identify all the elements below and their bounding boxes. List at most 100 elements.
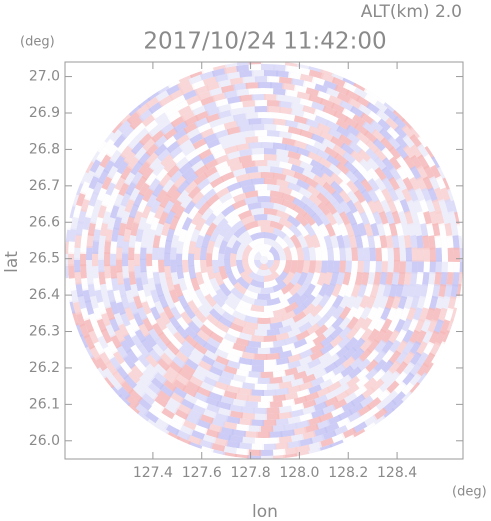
echo-cell xyxy=(386,199,398,215)
echo-cell xyxy=(287,126,303,136)
echo-cell xyxy=(334,153,349,166)
echo-cell xyxy=(204,428,220,439)
echo-cell xyxy=(88,191,99,207)
echo-cell xyxy=(79,333,89,348)
echo-cell xyxy=(188,154,203,167)
echo-cell xyxy=(266,328,280,336)
echo-cell xyxy=(381,349,395,365)
echo-cell xyxy=(295,363,310,374)
echo-cell xyxy=(98,270,106,285)
echo-cell xyxy=(220,139,236,150)
echo-cell xyxy=(318,212,331,227)
echo-cell xyxy=(441,330,450,345)
echo-cell xyxy=(186,299,200,314)
echo-cell xyxy=(414,318,425,334)
echo-cell xyxy=(266,251,275,261)
echo-cell xyxy=(209,176,225,189)
echo-cell xyxy=(392,381,407,396)
echo-cell xyxy=(403,272,412,287)
echo-cell xyxy=(240,436,255,444)
echo-cell xyxy=(165,183,179,199)
echo-cell xyxy=(229,322,244,333)
echo-cell xyxy=(123,170,137,186)
echo-cell xyxy=(134,239,142,254)
echo-cell xyxy=(437,307,448,323)
echo-cell xyxy=(246,395,261,402)
echo-cell xyxy=(238,363,253,372)
echo-cell xyxy=(323,80,339,91)
echo-cell xyxy=(191,79,207,90)
echo-cell xyxy=(155,89,171,102)
echo-cell xyxy=(409,351,422,367)
echo-cell xyxy=(299,98,315,108)
echo-cell xyxy=(290,189,305,201)
echo-cell xyxy=(141,367,156,382)
echo-cell xyxy=(331,190,345,205)
echo-cell xyxy=(350,393,366,407)
echo-cell xyxy=(117,322,130,338)
echo-cell xyxy=(140,246,147,260)
echo-cell xyxy=(153,394,168,408)
echo-cell xyxy=(386,126,401,141)
echo-cell xyxy=(211,293,226,308)
echo-cell xyxy=(226,181,242,193)
echo-cell xyxy=(395,177,408,193)
echo-cell xyxy=(440,187,451,203)
echo-cell xyxy=(369,119,385,134)
echo-cell xyxy=(404,210,414,226)
echo-cell xyxy=(209,331,224,344)
echo-cell xyxy=(271,454,286,459)
echo-cell xyxy=(151,129,166,143)
echo-cell xyxy=(137,288,147,304)
echo-cell xyxy=(312,401,328,412)
echo-cell xyxy=(397,272,406,287)
echo-cell xyxy=(391,391,406,406)
echo-cell xyxy=(177,368,193,381)
echo-cell xyxy=(154,142,169,157)
echo-cell xyxy=(399,260,406,274)
echo-cell xyxy=(224,62,240,68)
echo-cell xyxy=(215,217,229,232)
echo-cell xyxy=(355,367,370,382)
echo-cell xyxy=(363,260,370,274)
echo-cell xyxy=(275,244,287,261)
echo-cell xyxy=(282,234,296,249)
echo-cell xyxy=(381,260,388,274)
echo-cell xyxy=(408,381,420,395)
echo-cell xyxy=(268,260,280,274)
echo-cell xyxy=(332,144,347,157)
echo-cell xyxy=(326,247,335,261)
echo-cell xyxy=(176,180,190,194)
echo-cell xyxy=(422,235,430,250)
echo-cell xyxy=(155,316,168,331)
x-tick-label: 128.0 xyxy=(279,465,319,481)
echo-cell xyxy=(281,192,296,203)
echo-cell xyxy=(251,177,265,185)
echo-cell xyxy=(234,423,249,432)
echo-cell xyxy=(175,99,191,111)
echo-cell xyxy=(287,157,303,167)
echo-cell xyxy=(94,288,104,303)
echo-cell xyxy=(315,419,331,430)
echo-cell xyxy=(359,211,371,226)
echo-cell xyxy=(356,139,371,154)
echo-cell xyxy=(197,201,211,216)
echo-cell xyxy=(175,155,190,170)
echo-cell xyxy=(298,355,313,367)
echo-cell xyxy=(286,360,301,370)
echo-cell xyxy=(236,245,246,260)
echo-cell xyxy=(86,270,94,285)
echo-cell xyxy=(228,404,243,413)
echo-cell xyxy=(101,366,115,382)
echo-cell xyxy=(318,437,334,448)
echo-cell xyxy=(117,282,127,298)
echo-cell xyxy=(439,319,451,335)
echo-cell xyxy=(376,283,386,299)
echo-cell xyxy=(166,83,182,96)
x-tick-label: 127.6 xyxy=(182,465,222,481)
echo-cell xyxy=(84,185,95,201)
echo-cell xyxy=(409,134,423,149)
echo-cell xyxy=(425,307,436,323)
echo-cell xyxy=(269,346,284,354)
echo-cell xyxy=(174,350,189,364)
